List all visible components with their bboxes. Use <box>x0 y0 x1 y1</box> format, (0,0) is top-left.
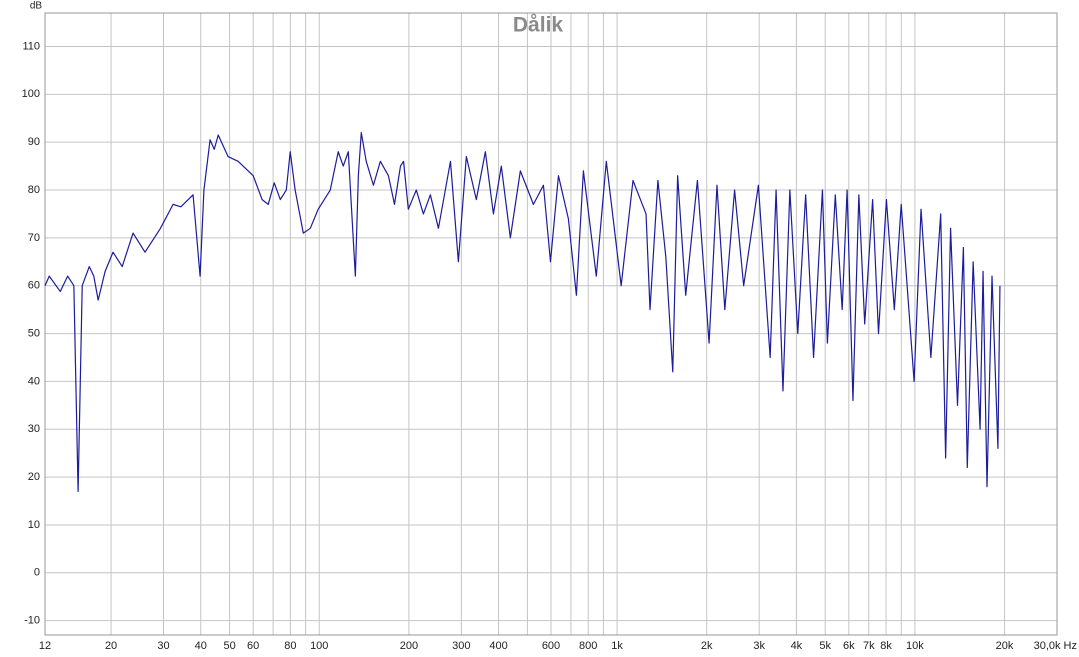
x-tick-label: 4k <box>791 640 803 652</box>
x-tick-label: 3k <box>753 640 765 652</box>
x-tick-label: 60 <box>247 640 259 652</box>
y-axis-label: dB <box>30 1 43 12</box>
x-tick-label: 30,0k Hz <box>1034 640 1077 652</box>
y-tick-label: 90 <box>28 136 40 148</box>
chart-title: Dålik <box>513 14 564 37</box>
x-tick-label: 100 <box>310 640 328 652</box>
x-tick-label: 12 <box>39 640 51 652</box>
x-tick-label: 1k <box>611 640 623 652</box>
y-tick-label: 40 <box>28 375 40 387</box>
x-tick-label: 200 <box>400 640 418 652</box>
x-tick-label: 10k <box>906 640 924 652</box>
x-tick-label: 40 <box>195 640 207 652</box>
x-tick-label: 6k <box>843 640 855 652</box>
y-tick-label: 50 <box>28 327 40 339</box>
y-tick-label: 10 <box>28 519 40 531</box>
x-tick-label: 400 <box>489 640 507 652</box>
y-tick-label: 60 <box>28 280 40 292</box>
y-tick-label: 80 <box>28 184 40 196</box>
x-tick-label: 20 <box>105 640 117 652</box>
y-tick-label: 110 <box>22 40 40 52</box>
x-tick-label: 30 <box>157 640 169 652</box>
y-tick-label: 70 <box>28 232 40 244</box>
x-tick-label: 8k <box>880 640 892 652</box>
x-tick-label: 20k <box>996 640 1014 652</box>
y-tick-label: 0 <box>34 567 40 579</box>
x-tick-label: 50 <box>223 640 235 652</box>
y-tick-label: -10 <box>24 615 40 627</box>
x-tick-label: 80 <box>284 640 296 652</box>
plot-frame <box>44 12 1058 636</box>
x-tick-label: 600 <box>542 640 560 652</box>
x-tick-label: 800 <box>579 640 597 652</box>
x-tick-label: 7k <box>863 640 875 652</box>
y-tick-label: 30 <box>28 423 40 435</box>
y-tick-label: 100 <box>22 88 40 100</box>
response-line <box>44 132 1001 493</box>
y-tick-label: 20 <box>28 471 40 483</box>
x-tick-label: 300 <box>452 640 470 652</box>
x-tick-label: 5k <box>819 640 831 652</box>
x-tick-label: 2k <box>701 640 713 652</box>
